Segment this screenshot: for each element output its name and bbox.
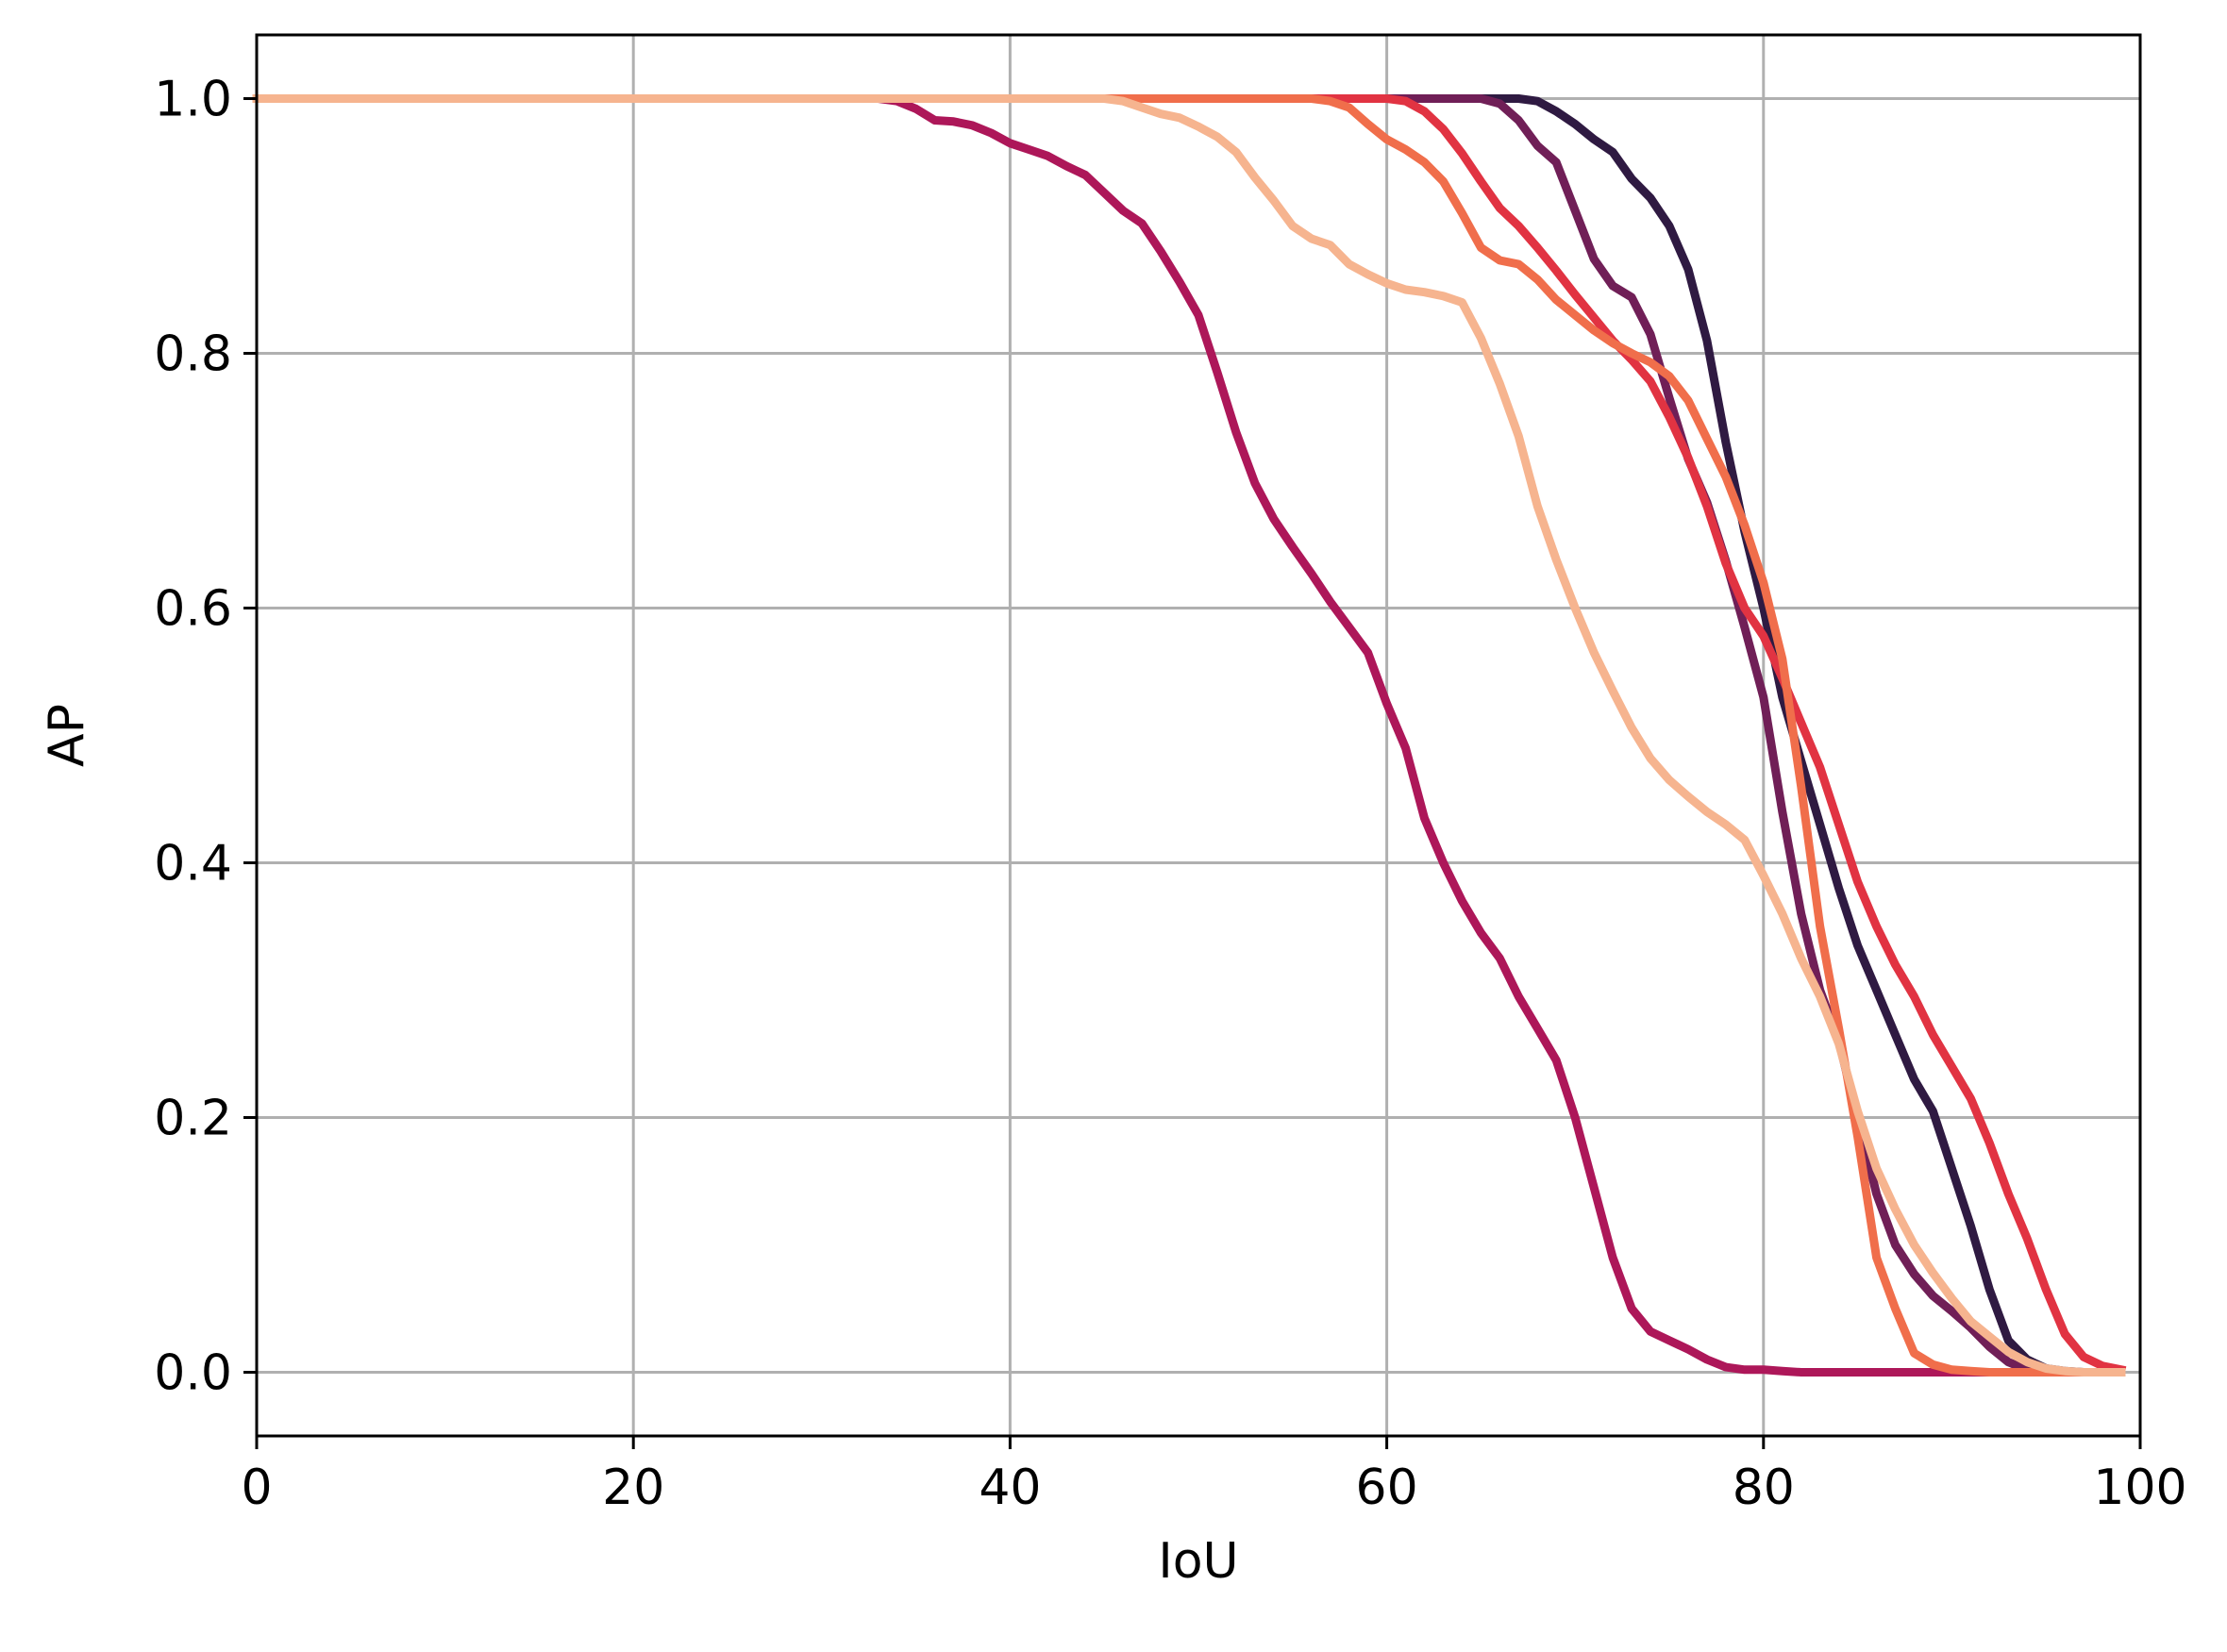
series-line-3 — [252, 94, 2126, 1377]
x-tick-label: 20 — [602, 1460, 664, 1516]
x-tick-label: 60 — [1356, 1460, 1418, 1516]
plot-frame — [255, 33, 2142, 1438]
x-axis-title: IoU — [1158, 1533, 1238, 1590]
y-tick-label: 0.6 — [154, 581, 232, 638]
x-tick-label: 100 — [2093, 1460, 2186, 1516]
x-tick-label: 0 — [241, 1460, 272, 1516]
x-axis-ticks: 0 20 40 60 80 100 — [241, 1436, 2187, 1516]
y-tick-label: 0.2 — [154, 1091, 232, 1147]
x-tick-label: 40 — [979, 1460, 1041, 1516]
y-axis-ticks: 0.0 0.2 0.4 0.6 0.8 1.0 — [154, 72, 257, 1402]
series-line-4 — [252, 94, 2127, 1376]
series-lines — [252, 94, 2127, 1377]
y-tick-label: 0.0 — [154, 1345, 232, 1402]
y-axis-title: AP — [39, 704, 95, 767]
x-tick-label: 80 — [1733, 1460, 1795, 1516]
y-tick-label: 1.0 — [154, 72, 232, 128]
series-line-6 — [252, 94, 2126, 1377]
y-tick-label: 0.4 — [154, 836, 232, 893]
series-line-5 — [252, 94, 2126, 1377]
y-tick-label: 0.8 — [154, 326, 232, 383]
